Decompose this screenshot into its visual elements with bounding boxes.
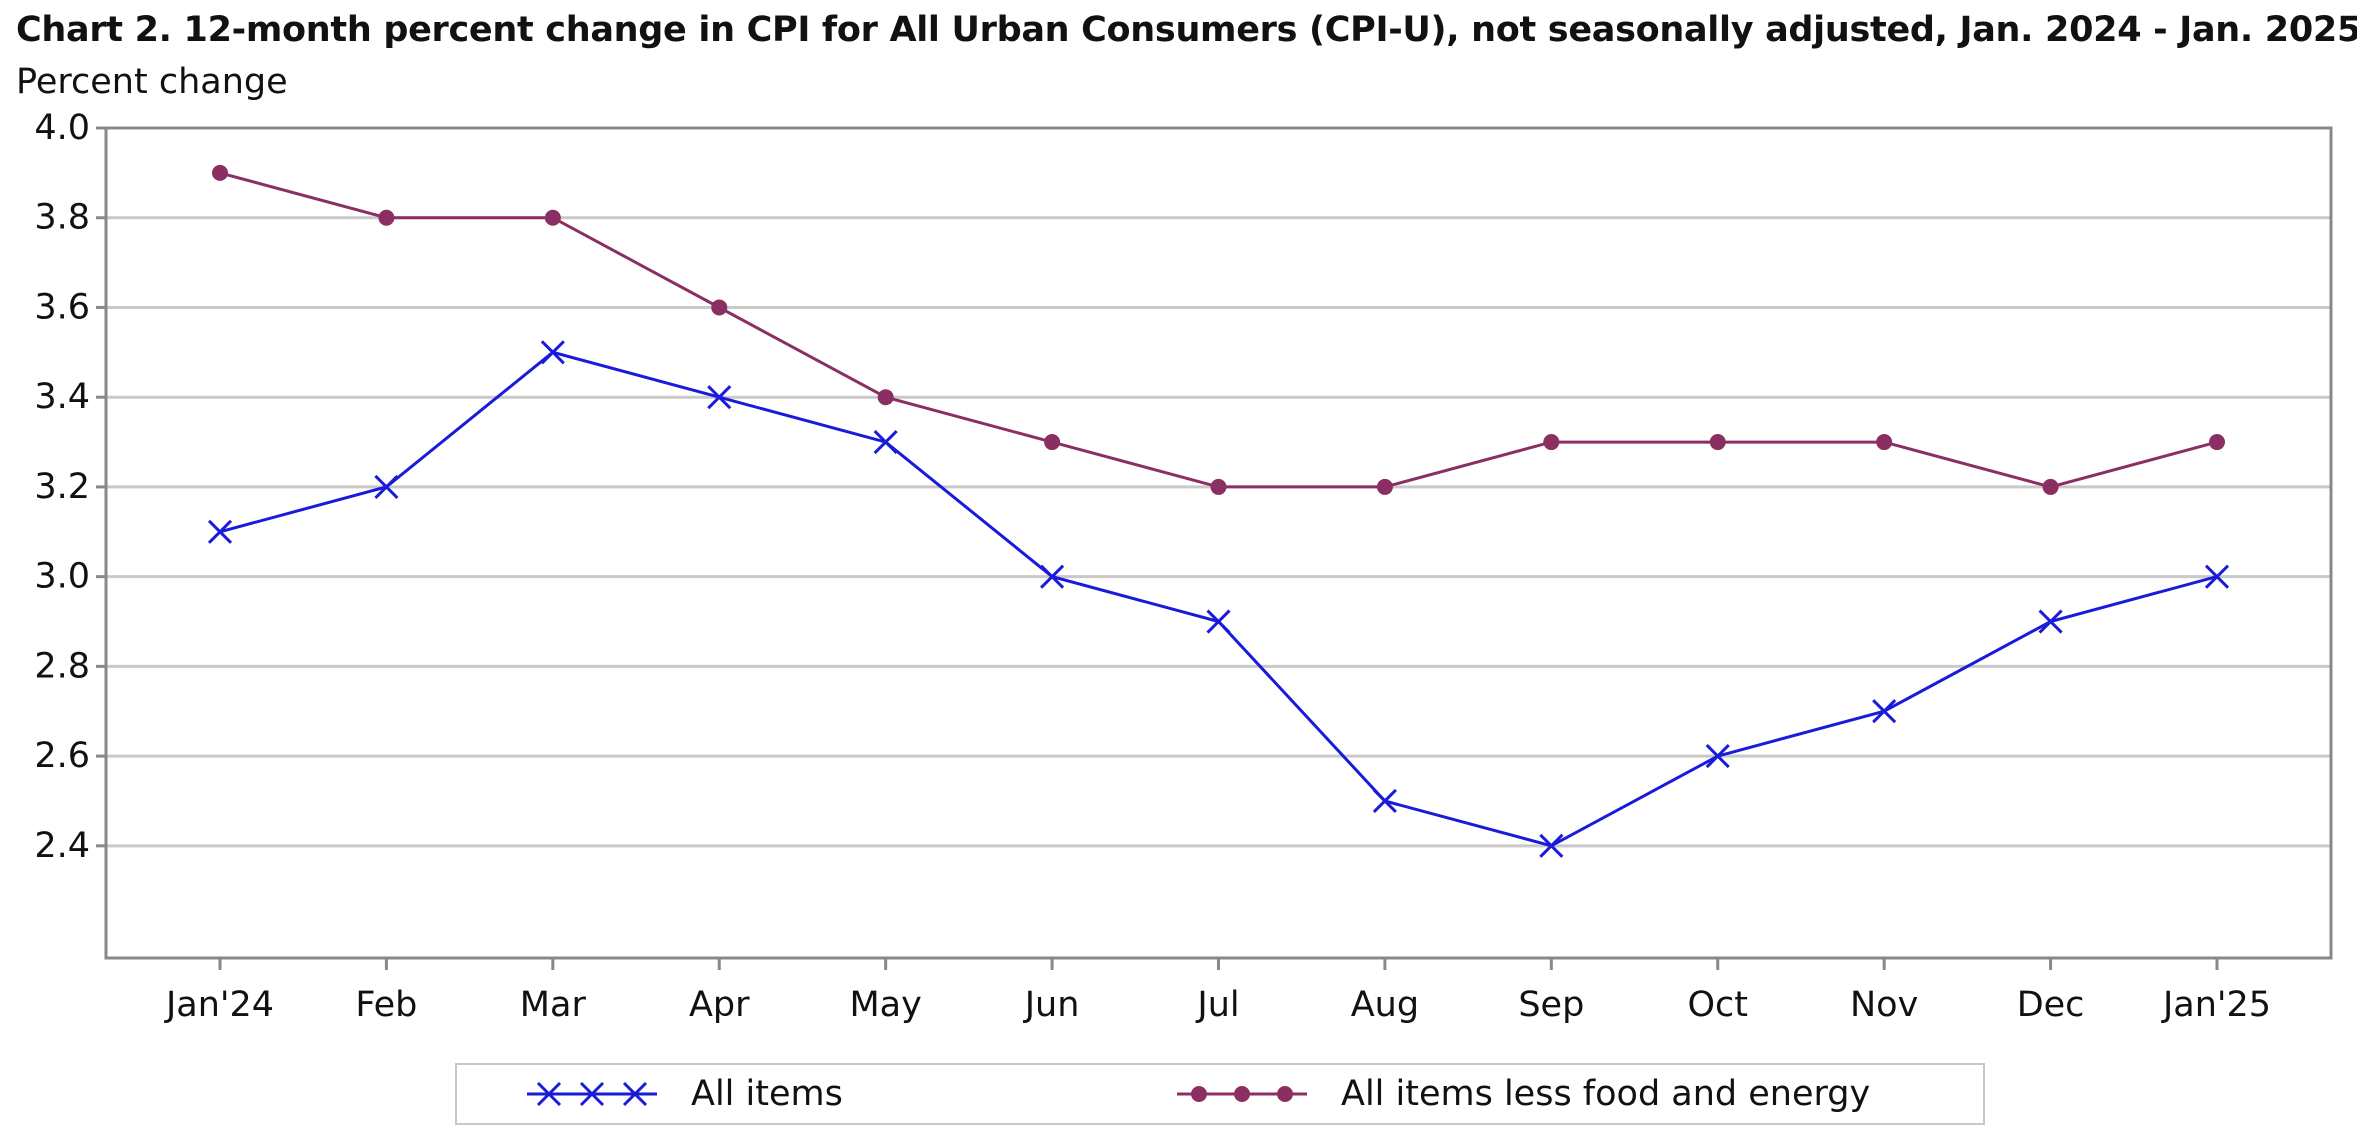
legend-item-all-items: All items — [527, 1065, 843, 1123]
x-tick-label: Aug — [1351, 985, 1419, 1025]
x-tick-label: Jul — [1195, 985, 1239, 1025]
dot-marker-line-icon — [1177, 1086, 1307, 1102]
x-tick-label: Nov — [1850, 985, 1918, 1025]
series-line-all-items — [219, 350, 2218, 848]
data-point-all-items — [2038, 609, 2063, 634]
data-point-core — [877, 389, 894, 406]
gridlines — [106, 216, 2331, 848]
x-tick-label: Dec — [2017, 985, 2085, 1025]
y-tick-label: 2.8 — [34, 646, 90, 686]
data-point-core — [2209, 434, 2225, 451]
legend-item-core: All items less food and energy — [1177, 1065, 1870, 1123]
data-point-all-items — [374, 474, 399, 499]
data-point-all-items — [1372, 788, 1397, 814]
data-point-all-items — [207, 519, 233, 544]
y-tick-label: 3.4 — [34, 377, 90, 417]
data-point-all-items — [2204, 564, 2230, 589]
data-point-all-items — [1872, 699, 1897, 724]
y-axis: 2.4 2.6 2.8 3.0 3.2 3.4 3.6 3.8 4.0 — [34, 108, 106, 866]
x-marker-line-icon — [527, 1081, 657, 1107]
x-axis: Jan'24 Feb Mar Apr May Jun Jul Aug Sep Oct Nov Dec J… — [164, 958, 2271, 1025]
data-point-all-items — [1705, 744, 1730, 769]
data-point-all-items — [1040, 564, 1065, 589]
legend: All items All items less food and energy — [455, 1063, 1985, 1125]
legend-label-all-items: All items — [691, 1074, 843, 1114]
x-tick-label: Jun — [1023, 985, 1080, 1025]
data-point-all-items — [873, 429, 898, 455]
legend-label-core: All items less food and energy — [1341, 1074, 1871, 1114]
data-point-all-items — [1539, 833, 1564, 858]
data-point-core — [212, 164, 228, 181]
x-tick-label: Mar — [520, 985, 587, 1025]
data-point-core — [1876, 434, 1893, 451]
data-point-core — [711, 299, 728, 316]
data-point-core — [1709, 434, 1726, 451]
plot-frame — [104, 126, 2333, 960]
y-tick-label: 3.0 — [34, 557, 90, 597]
data-point-all-items — [1206, 609, 1231, 634]
data-point-core — [544, 209, 561, 226]
y-tick-label: 2.4 — [34, 826, 90, 866]
chart-title: Chart 2. 12-month percent change in CPI … — [16, 10, 2357, 50]
y-tick-label: 3.2 — [34, 467, 90, 507]
data-point-core — [378, 209, 395, 226]
x-tick-label: Jan'25 — [2161, 985, 2271, 1025]
y-tick-label: 4.0 — [34, 108, 90, 148]
data-point-core — [1376, 478, 1393, 495]
x-tick-label: Jan'24 — [164, 985, 274, 1025]
data-point-all-items — [707, 385, 732, 410]
data-point-core — [1210, 478, 1227, 495]
x-tick-label: Feb — [355, 985, 417, 1025]
y-tick-label: 3.8 — [34, 198, 90, 238]
data-point-all-items — [540, 340, 565, 365]
x-tick-label: May — [849, 985, 921, 1025]
y-axis-unit-label: Percent change — [16, 62, 288, 102]
data-point-core — [1044, 434, 1061, 451]
x-tick-label: Apr — [689, 985, 750, 1025]
y-tick-label: 3.6 — [34, 287, 90, 327]
x-tick-label: Sep — [1518, 985, 1584, 1025]
data-point-core — [2042, 478, 2059, 495]
x-tick-label: Oct — [1687, 985, 1748, 1025]
series-group — [207, 164, 2230, 858]
series-line-core — [219, 171, 2218, 489]
data-point-core — [1543, 434, 1560, 451]
y-tick-label: 2.6 — [34, 736, 90, 776]
